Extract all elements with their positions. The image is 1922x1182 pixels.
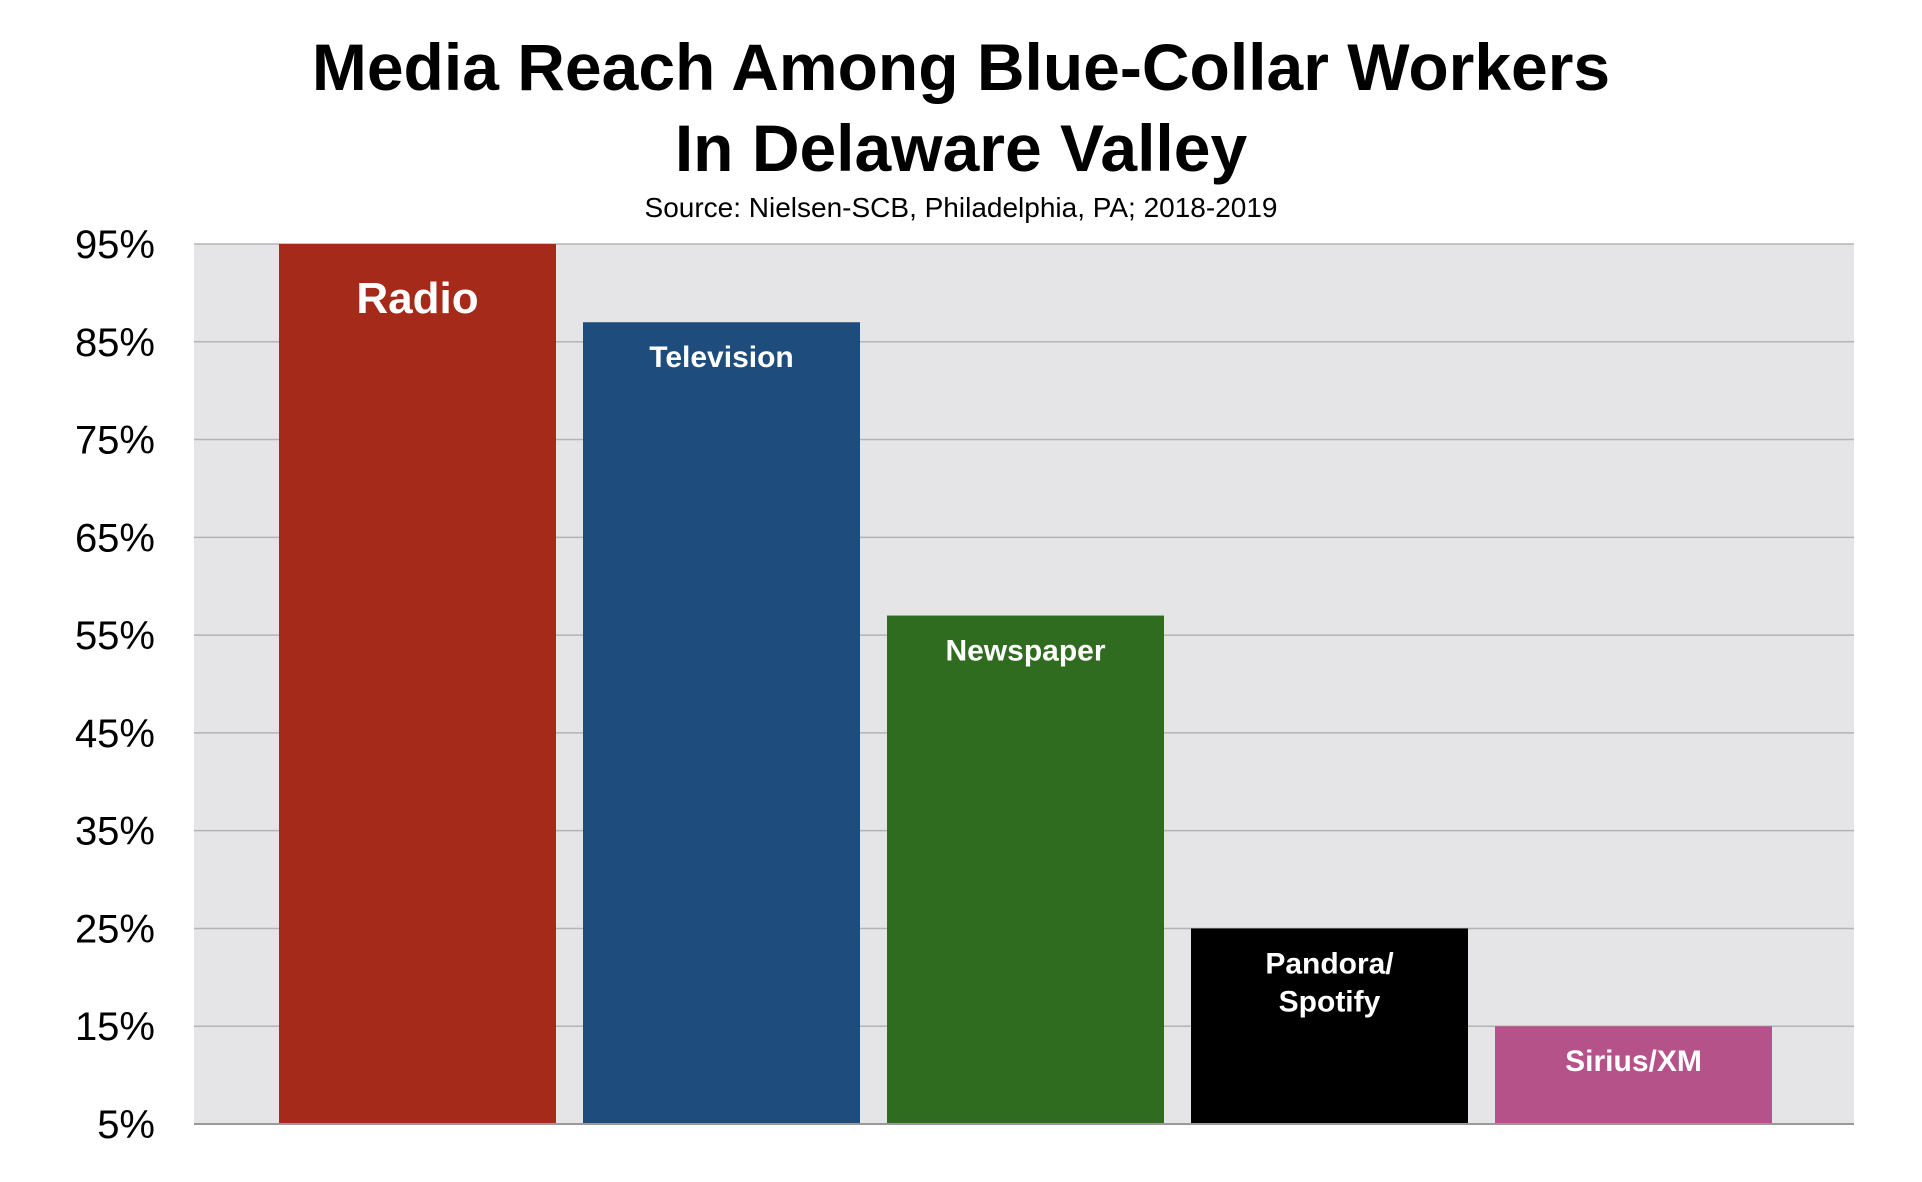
bars: Radio Television Newspaper Pandora/Spotify S… [279, 244, 1772, 1124]
y-tick-label: 15% [75, 1005, 155, 1049]
bar-label: Newspaper [945, 635, 1105, 668]
bar-label: Sirius/XM [1565, 1045, 1702, 1078]
y-tick-label: 65% [75, 516, 155, 560]
bar-newspaper [887, 615, 1164, 1124]
y-tick-label: 5% [97, 1103, 155, 1147]
bar-label: Television [649, 341, 794, 374]
bar-pandora-spotify [1191, 928, 1468, 1124]
chart-subtitle: Source: Nielsen-SCB, Philadelphia, PA; 2… [644, 192, 1278, 223]
chart-title-line-2: In Delaware Valley [674, 111, 1248, 185]
y-axis-tick-labels: 5% 15% 25% 35% 45% 55% 65% 75% 85% 95% [75, 223, 155, 1147]
y-tick-label: 25% [75, 907, 155, 951]
y-tick-label: 35% [75, 810, 155, 854]
bar-sirius-xm [1495, 1026, 1772, 1124]
bar-radio [279, 244, 556, 1124]
bar-label: Spotify [1279, 985, 1381, 1018]
y-tick-label: 75% [75, 419, 155, 463]
y-tick-label: 55% [75, 614, 155, 658]
chart-title-line-1: Media Reach Among Blue-Collar Workers [311, 30, 1611, 104]
y-tick-label: 45% [75, 712, 155, 756]
bar-label: Radio [356, 274, 478, 323]
y-tick-label: 85% [75, 321, 155, 365]
bar-television [583, 322, 860, 1124]
y-tick-label: 95% [75, 223, 155, 267]
bar-label: Pandora/ [1265, 947, 1394, 980]
